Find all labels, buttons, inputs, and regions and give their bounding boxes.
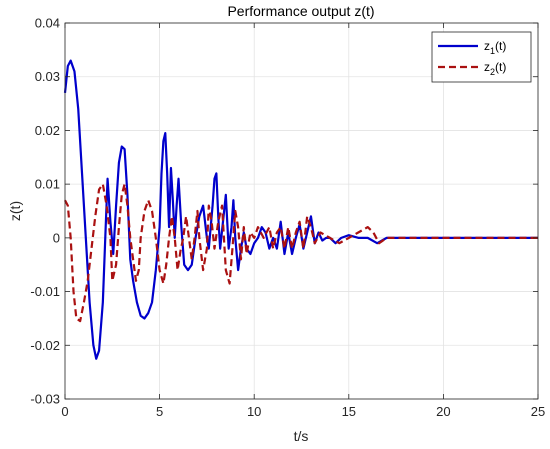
legend-label-z2: z2(t)	[484, 60, 506, 77]
x-tick-label: 15	[342, 404, 356, 419]
y-tick-label: 0.04	[35, 16, 60, 31]
x-tick-label: 5	[156, 404, 163, 419]
x-tick-label: 0	[61, 404, 68, 419]
y-axis-label: z(t)	[7, 201, 23, 221]
y-tick-label: -0.01	[30, 284, 60, 299]
legend-z1-name: z	[484, 39, 490, 53]
y-tick-label: -0.03	[30, 392, 60, 407]
y-tick-label: 0.02	[35, 123, 60, 138]
x-tick-label: 20	[436, 404, 450, 419]
legend-z1-suffix: (t)	[495, 39, 506, 53]
legend-label-z1: z1(t)	[484, 39, 506, 56]
legend-z2-subscript: 2	[490, 67, 495, 77]
legend-box	[431, 31, 532, 83]
legend-z1-subscript: 1	[490, 46, 495, 56]
y-tick-label: 0.01	[35, 177, 60, 192]
series-layer	[63, 59, 538, 360]
x-tick-label: 10	[247, 404, 261, 419]
legend: z1(t) z2(t)	[431, 31, 532, 83]
x-axis-label: t/s	[294, 428, 309, 444]
series-line-z1	[63, 59, 538, 360]
plot-area	[65, 23, 538, 399]
axis-ticks: 0 5 10 15 20 25 -0.03 -0.02 -0.01 0 0.01 0.02 0.03 0.…	[30, 16, 545, 420]
y-tick-label: -0.02	[30, 338, 60, 353]
axes-box	[64, 22, 539, 400]
y-tick-label: 0	[53, 230, 60, 245]
series-line-z2	[64, 183, 538, 323]
legend-z2-name: z	[484, 60, 490, 74]
x-tick-label: 25	[531, 404, 545, 419]
chart-title: Performance output z(t)	[227, 3, 374, 19]
y-tick-label: 0.03	[35, 69, 60, 84]
legend-z2-suffix: (t)	[495, 60, 506, 74]
